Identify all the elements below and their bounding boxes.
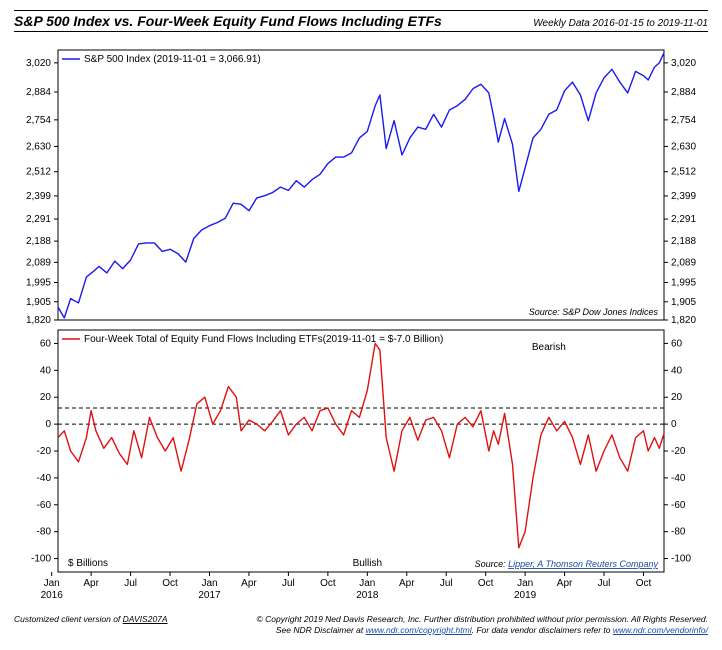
svg-text:2,188: 2,188 [26,236,51,247]
svg-text:Apr: Apr [557,578,573,589]
svg-text:2016: 2016 [41,590,64,601]
svg-text:2,754: 2,754 [26,115,51,126]
svg-text:-80: -80 [671,527,686,538]
svg-text:Jul: Jul [440,578,453,589]
svg-text:Jul: Jul [598,578,611,589]
svg-text:-40: -40 [671,473,686,484]
svg-text:2,291: 2,291 [671,214,696,225]
svg-text:1,905: 1,905 [671,297,696,308]
svg-text:1,905: 1,905 [26,297,51,308]
svg-text:Bullish: Bullish [353,558,382,569]
svg-text:60: 60 [40,338,52,349]
svg-text:Bearish: Bearish [532,342,566,353]
svg-text:Oct: Oct [320,578,336,589]
footer-link-2[interactable]: www.ndr.com/vendorinfo/ [613,625,708,635]
svg-text:2,089: 2,089 [671,257,696,268]
svg-text:2018: 2018 [356,590,379,601]
svg-text:2,188: 2,188 [671,236,696,247]
svg-text:1,820: 1,820 [26,315,51,326]
svg-text:2,512: 2,512 [671,167,696,178]
svg-text:Apr: Apr [241,578,257,589]
svg-text:Jan: Jan [359,578,375,589]
svg-text:2,399: 2,399 [671,191,696,202]
svg-text:2,399: 2,399 [26,191,51,202]
svg-text:-100: -100 [671,554,691,565]
svg-text:Apr: Apr [399,578,415,589]
footer-left-code: DAVIS207A [123,614,168,624]
svg-text:3,020: 3,020 [671,58,696,69]
svg-text:0: 0 [45,419,51,430]
svg-text:1,820: 1,820 [671,315,696,326]
svg-text:1,995: 1,995 [671,278,696,289]
svg-text:-40: -40 [37,473,52,484]
svg-text:2,884: 2,884 [671,87,696,98]
svg-text:2,089: 2,089 [26,257,51,268]
footer-disc-c: . For data vendor disclaimers refer to [472,625,613,635]
svg-text:2019: 2019 [514,590,537,601]
svg-text:2,884: 2,884 [26,87,51,98]
svg-text:2,630: 2,630 [26,141,51,152]
footer-left: Customized client version of DAVIS207A [14,614,168,636]
svg-text:Source: Lipper, A Thomson Reu: Source: Lipper, A Thomson Reuters Compan… [475,559,659,569]
svg-text:1,995: 1,995 [26,278,51,289]
svg-text:$ Billions: $ Billions [68,558,108,569]
svg-text:-80: -80 [37,527,52,538]
chart-title: S&P 500 Index vs. Four-Week Equity Fund … [14,13,442,29]
svg-text:20: 20 [40,392,52,403]
svg-text:20: 20 [671,392,683,403]
svg-text:-20: -20 [37,446,52,457]
svg-text:-20: -20 [671,446,686,457]
svg-text:60: 60 [671,338,683,349]
svg-text:Jan: Jan [201,578,217,589]
chart-svg: 1,820 1,820 1,905 1,905 1,995 1,995 2,089 2,089… [14,32,708,612]
svg-text:-60: -60 [671,500,686,511]
svg-text:Jul: Jul [282,578,295,589]
svg-text:Source: S&P Dow Jones Indices: Source: S&P Dow Jones Indices [529,307,659,317]
date-range: Weekly Data 2016-01-15 to 2019-11-01 [533,18,708,29]
footer-disc-a: See NDR Disclaimer at [276,625,366,635]
svg-text:S&P 500 Index (2019-11-01 = 3,: S&P 500 Index (2019-11-01 = 3,066.91) [84,54,261,65]
svg-text:Oct: Oct [162,578,178,589]
svg-text:Four-Week Total of Equity Fund: Four-Week Total of Equity Fund Flows Inc… [84,334,443,345]
svg-text:40: 40 [671,365,683,376]
svg-text:Jan: Jan [517,578,533,589]
svg-text:-60: -60 [37,500,52,511]
footer-right: © Copyright 2019 Ned Davis Research, Inc… [257,614,708,636]
svg-text:Jul: Jul [124,578,137,589]
footer-left-pre: Customized client version of [14,614,123,624]
svg-text:40: 40 [40,365,52,376]
svg-text:Apr: Apr [83,578,99,589]
svg-text:Oct: Oct [636,578,652,589]
svg-text:-100: -100 [31,554,51,565]
footer-link-1[interactable]: www.ndr.com/copyright.html [366,625,472,635]
svg-text:Jan: Jan [44,578,60,589]
svg-text:2,291: 2,291 [26,214,51,225]
svg-text:2,630: 2,630 [671,141,696,152]
svg-text:2,754: 2,754 [671,115,696,126]
svg-text:2017: 2017 [198,590,221,601]
svg-text:2,512: 2,512 [26,167,51,178]
svg-text:Oct: Oct [478,578,494,589]
svg-text:0: 0 [671,419,677,430]
svg-text:3,020: 3,020 [26,58,51,69]
footer-copyright: © Copyright 2019 Ned Davis Research, Inc… [257,614,708,624]
